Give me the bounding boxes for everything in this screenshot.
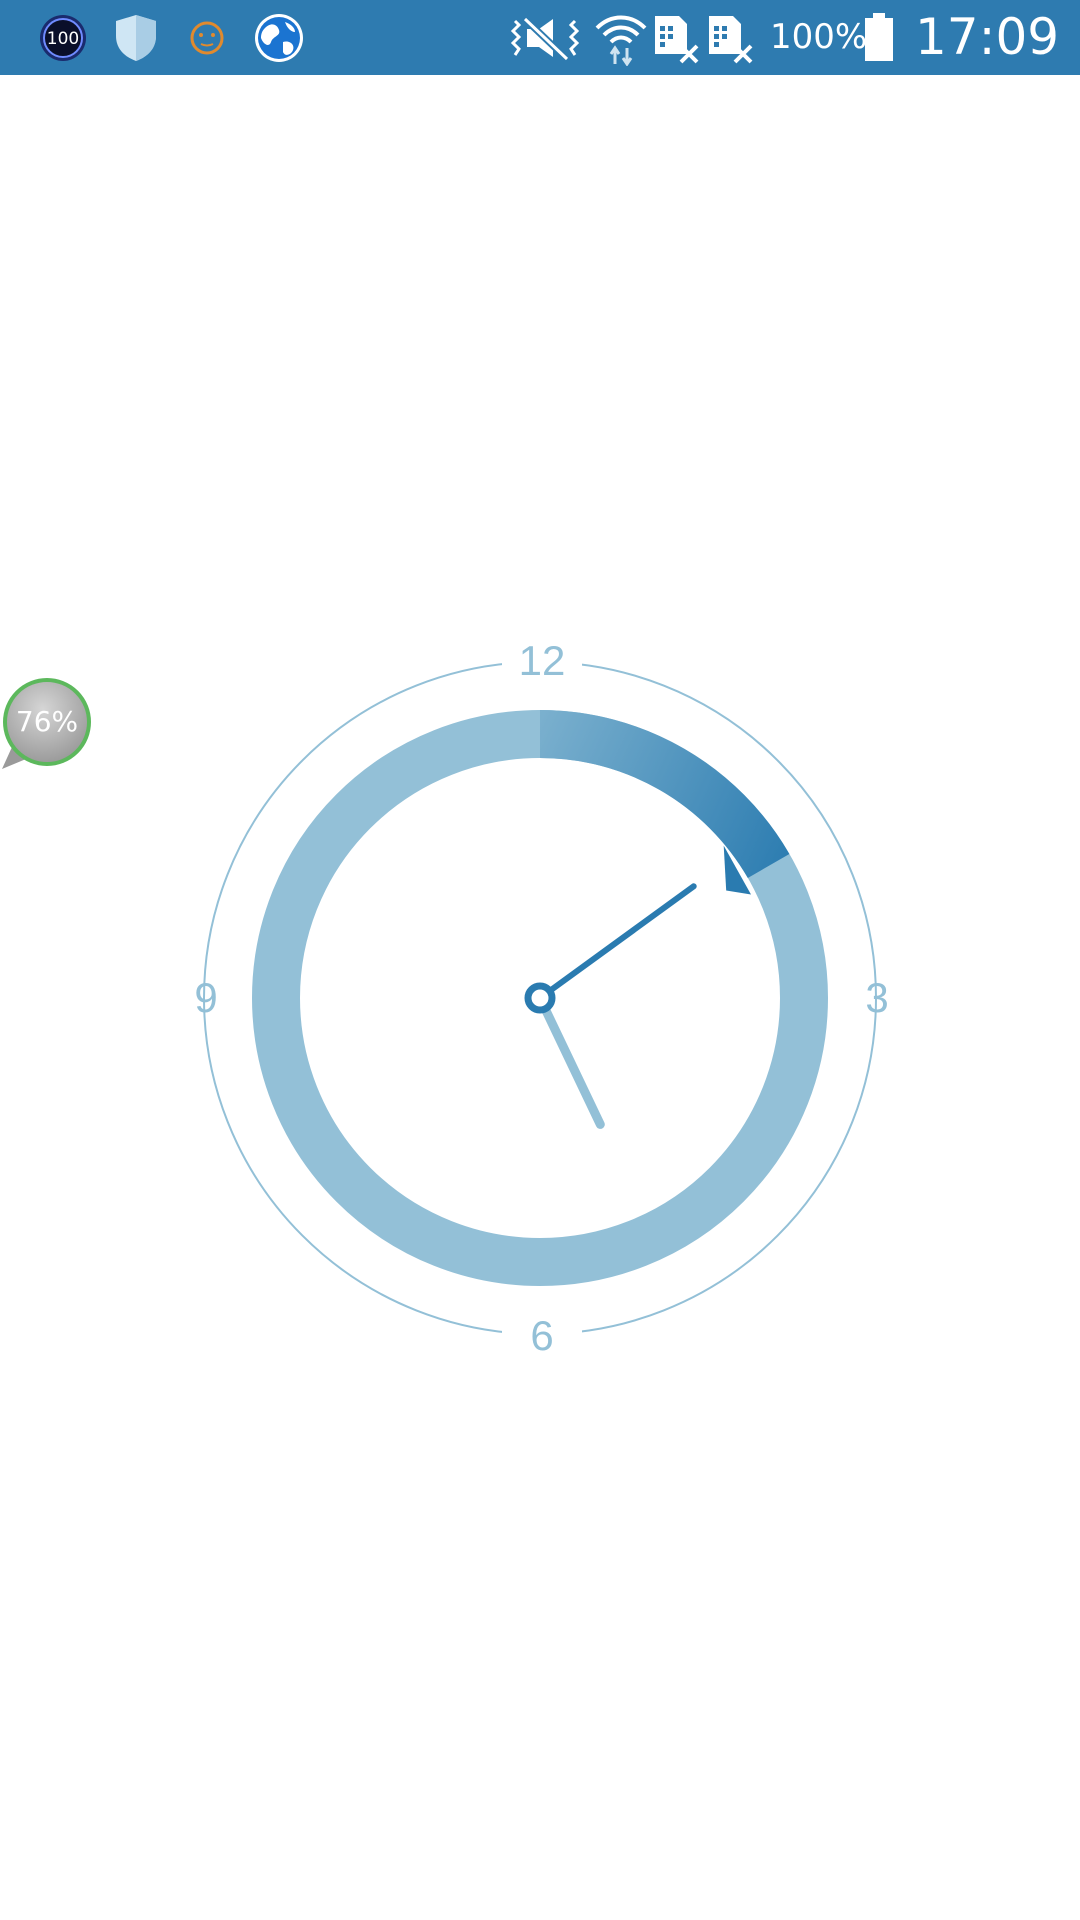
numeral-12: 12 — [502, 636, 582, 686]
numeral-3: 3 — [865, 974, 889, 1021]
battery-percent: 100% — [770, 17, 868, 57]
minute-arrow-marker — [723, 845, 751, 895]
bubble-icon — [2, 678, 91, 769]
wifi-icon — [592, 0, 650, 75]
floating-memory-widget[interactable]: 76% — [0, 675, 96, 775]
no-sim-icon — [650, 0, 702, 75]
battery-icon — [862, 0, 896, 75]
numeral-9: 9 — [194, 974, 218, 1021]
numeral-6: 6 — [502, 1311, 582, 1361]
no-sim-icon — [704, 0, 756, 75]
hour-hand — [535, 993, 605, 1129]
vibrate-mute-icon — [508, 0, 582, 75]
globe-icon — [252, 0, 306, 75]
face-icon — [184, 0, 230, 75]
shield-icon — [110, 0, 162, 75]
minute-hand — [537, 883, 697, 1001]
minute-progress-arc — [539, 710, 790, 879]
status-time: 17:09 — [915, 8, 1060, 66]
cleaner-badge-text: 100 — [47, 29, 79, 49]
center-pivot — [524, 982, 556, 1014]
status-bar: 100 — [0, 0, 1080, 75]
cleaner-100-icon: 100 — [36, 0, 90, 75]
memory-percent-label: 76% — [15, 705, 79, 738]
